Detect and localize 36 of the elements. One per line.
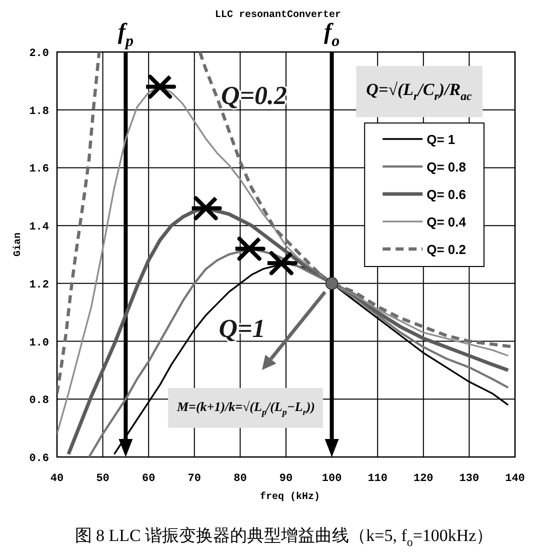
x-tick-label: 120 [413, 473, 434, 485]
x-tick-label: 130 [459, 473, 480, 485]
x-tick-label: 90 [279, 473, 293, 485]
ref-line-label: f$_{o}$ [324, 19, 340, 50]
note: Q=√(L$_{r}$/C$_{r}$)/R$_{ac}$ [356, 66, 483, 118]
x-tick-label: 80 [234, 473, 247, 485]
ref-line-label: f$_{p}$ [118, 19, 134, 50]
x-tick-label: 70 [188, 473, 201, 485]
x-tick-label: 50 [96, 473, 110, 485]
annotation: M=(k+1)/k=√(L$_{p}$/(L$_{p}$−L$_{r}$)) [176, 399, 315, 417]
legend-label: Q= 0.2 [426, 242, 466, 257]
x-tick-label: 100 [322, 473, 342, 485]
legend-label: Q= 0.8 [426, 160, 466, 174]
chart-title: LLC resonantConverter [214, 10, 342, 21]
y-tick-label: 1.0 [29, 337, 49, 350]
x-tick-label: 40 [50, 473, 64, 485]
ref-line: f$_{p}$ [118, 19, 134, 441]
x-tick-label: 110 [368, 473, 388, 485]
y-tick-label: 0.6 [29, 453, 49, 465]
y-tick-label: 1.4 [29, 222, 50, 234]
x-tick-label: 60 [142, 473, 156, 485]
y-tick-label: 2.0 [29, 48, 49, 60]
y-tick-label: 1.2 [29, 279, 49, 292]
y-tick-label: 0.8 [29, 395, 50, 408]
caption: 图 8 LLC 谐振变换器的典型增益曲线（k=5, f$_{o}$=100kHz） [74, 526, 494, 550]
legend-label: Q= 0.4 [426, 214, 467, 230]
x-axis-title: freq (kHz) [260, 491, 320, 503]
legend-label: Q= 1 [426, 132, 456, 147]
y-tick-label: 1.8 [29, 106, 50, 118]
y-tick-label: 1.6 [29, 164, 49, 176]
annotation: Q=√(L$_{r}$/C$_{r}$)/R$_{ac}$ [366, 80, 473, 104]
y-axis-title: Gian [12, 232, 24, 257]
ref-line: f$_{o}$ [324, 19, 340, 441]
x-tick-label: 140 [505, 473, 525, 485]
note: M=(k+1)/k=√(L$_{p}$/(L$_{p}$−L$_{r}$)) [168, 388, 323, 428]
legend-label: Q= 0.6 [426, 187, 466, 202]
